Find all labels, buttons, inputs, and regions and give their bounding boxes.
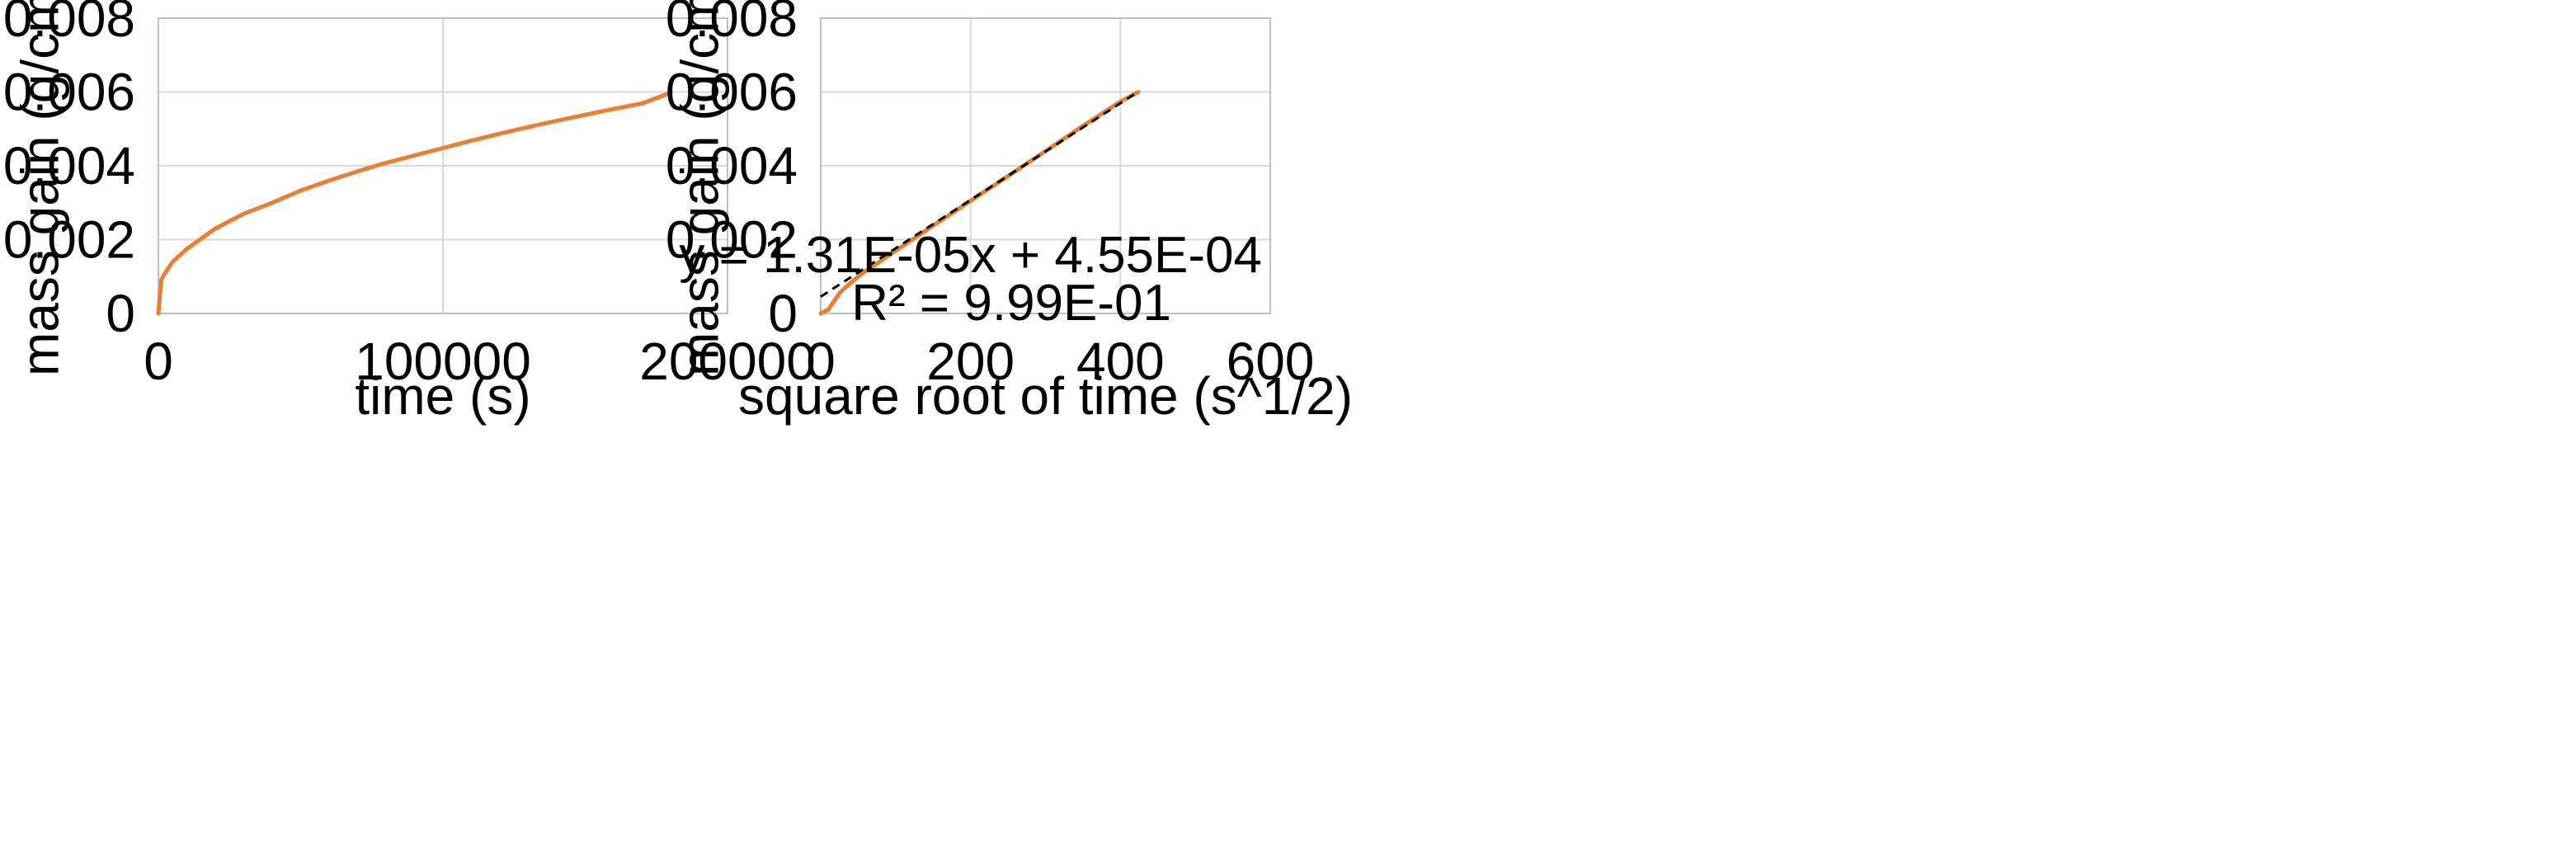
y-tick-label: 0.002 [3, 210, 135, 270]
series-lines [156, 90, 673, 316]
x-tick-label: 400 [1076, 332, 1165, 391]
y-axis-title: mass gain (g/cm²) [670, 0, 729, 376]
x-tick-label: 200 [926, 332, 1015, 391]
gridlines [158, 17, 728, 313]
x-tick-labels: 0 200 400 600 [806, 332, 1314, 391]
y-axis-title: mass gain (g/cm²) [10, 0, 69, 376]
y-tick-label: 0.006 [3, 63, 135, 122]
trendline [820, 90, 1139, 298]
plot-area-border [820, 17, 1271, 314]
trendline-r-squared: R² = 9.99E-01 [851, 275, 1171, 332]
chart-time: 0 0.002 0.004 0.006 0.008 0 100000 200000 time… [3, 0, 816, 426]
x-axis-title: square root of time (s^1/2) [738, 366, 1353, 426]
chart-sqrt-time: 0 0.002 0.004 0.006 0.008 0 200 400 600 y = 1.3… [666, 0, 1353, 426]
x-axis-title: time (s) [355, 366, 530, 426]
plot-area-border [158, 17, 728, 314]
y-tick-labels: 0 0.002 0.004 0.006 0.008 [666, 0, 798, 343]
series-line [156, 90, 673, 316]
trendline-equation: y = 1.31E-05x + 4.55E-04 [679, 227, 1262, 284]
x-tick-label: 0 [144, 332, 173, 391]
x-tick-label: 100000 [355, 332, 531, 391]
y-tick-label: 0.004 [666, 136, 798, 195]
x-tick-label: 200000 [639, 332, 816, 391]
y-tick-labels: 0 0.002 0.004 0.006 0.008 [3, 0, 135, 343]
y-tick-label: 0.006 [666, 63, 798, 122]
y-tick-label: 0 [106, 284, 135, 343]
y-tick-label: 0.002 [666, 210, 798, 270]
y-tick-label: 0.008 [666, 0, 798, 48]
y-tick-label: 0.008 [3, 0, 135, 48]
x-tick-label: 600 [1227, 332, 1315, 391]
x-tick-label: 0 [806, 332, 836, 391]
y-tick-label: 0 [768, 284, 798, 343]
y-tick-label: 0.004 [3, 136, 135, 195]
x-tick-labels: 0 100000 200000 [144, 332, 816, 391]
